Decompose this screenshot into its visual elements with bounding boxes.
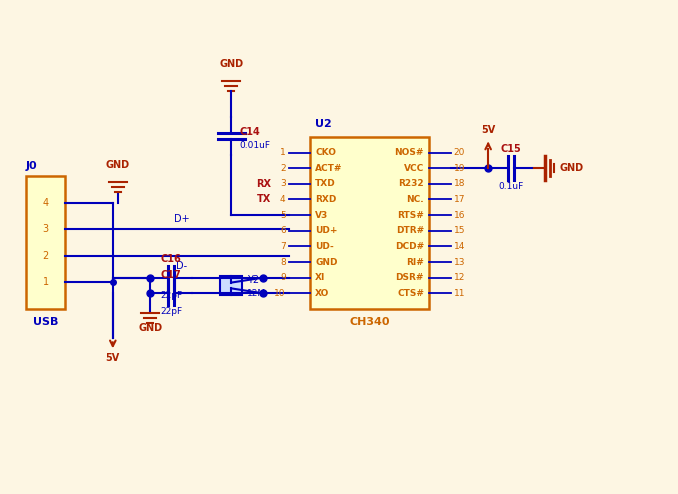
Text: RX: RX — [256, 179, 271, 189]
Text: XO: XO — [315, 289, 330, 298]
Text: GND: GND — [106, 161, 129, 170]
Text: 17: 17 — [454, 195, 465, 204]
Text: 5: 5 — [280, 210, 285, 220]
Text: 2: 2 — [280, 164, 285, 173]
Text: XI: XI — [315, 273, 325, 282]
Text: D+: D+ — [174, 214, 190, 224]
Text: 5V: 5V — [481, 125, 495, 135]
Text: TXD: TXD — [315, 179, 336, 188]
Text: 10: 10 — [274, 289, 285, 298]
Bar — [220, 276, 242, 295]
Text: 7: 7 — [280, 242, 285, 251]
Text: UD-: UD- — [315, 242, 334, 251]
Text: GND: GND — [315, 257, 338, 267]
Text: Y2: Y2 — [247, 275, 259, 285]
Bar — [26, 176, 65, 309]
Text: C14: C14 — [239, 127, 260, 137]
Text: 9: 9 — [280, 273, 285, 282]
Bar — [311, 137, 429, 309]
Text: 8: 8 — [280, 257, 285, 267]
Text: 13: 13 — [454, 257, 465, 267]
Text: C15: C15 — [500, 144, 521, 155]
Text: NC.: NC. — [406, 195, 424, 204]
Text: 3: 3 — [280, 179, 285, 188]
Text: UD+: UD+ — [315, 226, 338, 235]
Text: 2: 2 — [43, 251, 49, 261]
Text: V3: V3 — [315, 210, 329, 220]
Text: 22pF: 22pF — [160, 291, 182, 300]
Text: 20: 20 — [454, 148, 465, 157]
Text: 12: 12 — [454, 273, 465, 282]
Text: U2: U2 — [315, 119, 332, 129]
Text: 4: 4 — [280, 195, 285, 204]
Text: CTS#: CTS# — [397, 289, 424, 298]
Text: 18: 18 — [454, 179, 465, 188]
Text: GND: GND — [219, 59, 243, 69]
Text: RI#: RI# — [406, 257, 424, 267]
Text: 14: 14 — [454, 242, 465, 251]
Text: 1: 1 — [43, 278, 49, 288]
Text: 6: 6 — [280, 226, 285, 235]
Text: ACT#: ACT# — [315, 164, 342, 173]
Text: TX: TX — [256, 195, 271, 205]
Text: 0.1uF: 0.1uF — [498, 182, 523, 191]
Text: 22pF: 22pF — [160, 307, 182, 316]
Text: USB: USB — [33, 317, 58, 327]
Text: GND: GND — [559, 163, 583, 173]
Text: 15: 15 — [454, 226, 465, 235]
Text: CH340: CH340 — [349, 317, 390, 327]
Text: 0.01uF: 0.01uF — [239, 141, 271, 150]
Text: C16: C16 — [161, 254, 182, 264]
Text: 4: 4 — [43, 198, 49, 208]
Text: 12M: 12M — [247, 289, 266, 298]
Text: NOS#: NOS# — [395, 148, 424, 157]
Text: 3: 3 — [43, 224, 49, 234]
Text: DSR#: DSR# — [395, 273, 424, 282]
Text: DCD#: DCD# — [395, 242, 424, 251]
Text: DTR#: DTR# — [396, 226, 424, 235]
Text: 5V: 5V — [106, 353, 120, 363]
Text: VCC: VCC — [403, 164, 424, 173]
Text: C17: C17 — [161, 270, 182, 280]
Text: 11: 11 — [454, 289, 465, 298]
Text: RTS#: RTS# — [397, 210, 424, 220]
Text: R232: R232 — [398, 179, 424, 188]
Text: 19: 19 — [454, 164, 465, 173]
Text: 16: 16 — [454, 210, 465, 220]
Text: J0: J0 — [26, 162, 37, 171]
Text: D-: D- — [176, 261, 188, 271]
Text: CKO: CKO — [315, 148, 336, 157]
Text: RXD: RXD — [315, 195, 337, 204]
Text: GND: GND — [138, 323, 163, 333]
Text: 1: 1 — [280, 148, 285, 157]
